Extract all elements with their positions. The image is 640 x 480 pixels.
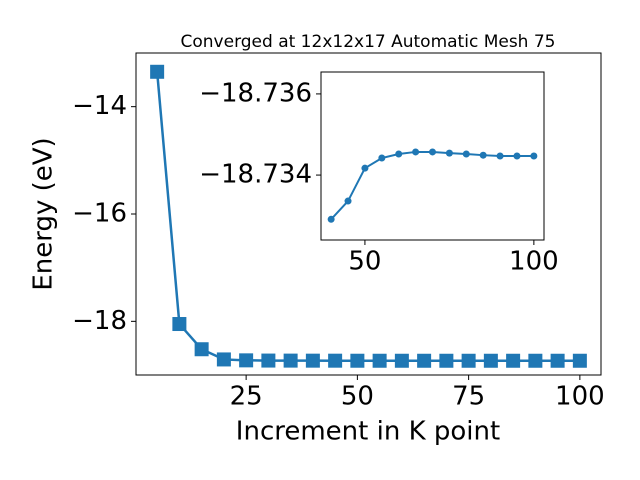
x-tick-label: 25 bbox=[230, 382, 263, 412]
chart-title: Converged at 12x12x17 Automatic Mesh 75 bbox=[181, 32, 556, 52]
marker bbox=[412, 148, 420, 156]
y-tick-label: −16 bbox=[72, 199, 127, 229]
marker bbox=[172, 317, 187, 332]
marker bbox=[528, 353, 543, 368]
marker bbox=[572, 353, 587, 368]
marker bbox=[344, 197, 352, 205]
marker bbox=[305, 353, 320, 368]
x-tick-label: 100 bbox=[509, 247, 559, 277]
y-tick-label: −14 bbox=[72, 91, 127, 121]
marker bbox=[261, 353, 276, 368]
marker bbox=[283, 353, 298, 368]
y-tick-label: −18.736 bbox=[199, 78, 312, 108]
marker bbox=[361, 164, 369, 172]
marker bbox=[417, 353, 432, 368]
marker bbox=[506, 353, 521, 368]
marker bbox=[194, 342, 209, 357]
marker bbox=[496, 152, 504, 160]
marker bbox=[395, 150, 403, 158]
x-tick-label: 100 bbox=[555, 382, 605, 412]
y-tick-label: −18 bbox=[72, 306, 127, 336]
marker bbox=[530, 152, 538, 160]
marker bbox=[378, 154, 386, 162]
marker bbox=[479, 151, 487, 159]
y-tick-label: −18.734 bbox=[199, 160, 312, 190]
marker bbox=[483, 353, 498, 368]
marker bbox=[372, 353, 387, 368]
x-tick-label: 50 bbox=[341, 382, 374, 412]
marker bbox=[429, 148, 436, 156]
marker bbox=[550, 353, 565, 368]
x-tick-label: 50 bbox=[348, 247, 381, 277]
marker bbox=[461, 353, 476, 368]
marker bbox=[216, 352, 231, 367]
marker bbox=[513, 152, 521, 160]
x-axis-label: Increment in K point bbox=[236, 417, 500, 447]
x-tick-label: 75 bbox=[452, 382, 485, 412]
marker bbox=[445, 149, 453, 157]
y-axis-label: Energy (eV) bbox=[29, 137, 59, 290]
marker bbox=[394, 353, 409, 368]
marker bbox=[150, 64, 165, 79]
marker bbox=[350, 353, 365, 368]
marker bbox=[328, 353, 343, 368]
marker bbox=[439, 353, 454, 368]
marker bbox=[239, 353, 254, 368]
marker bbox=[462, 150, 470, 158]
marker bbox=[327, 215, 335, 223]
